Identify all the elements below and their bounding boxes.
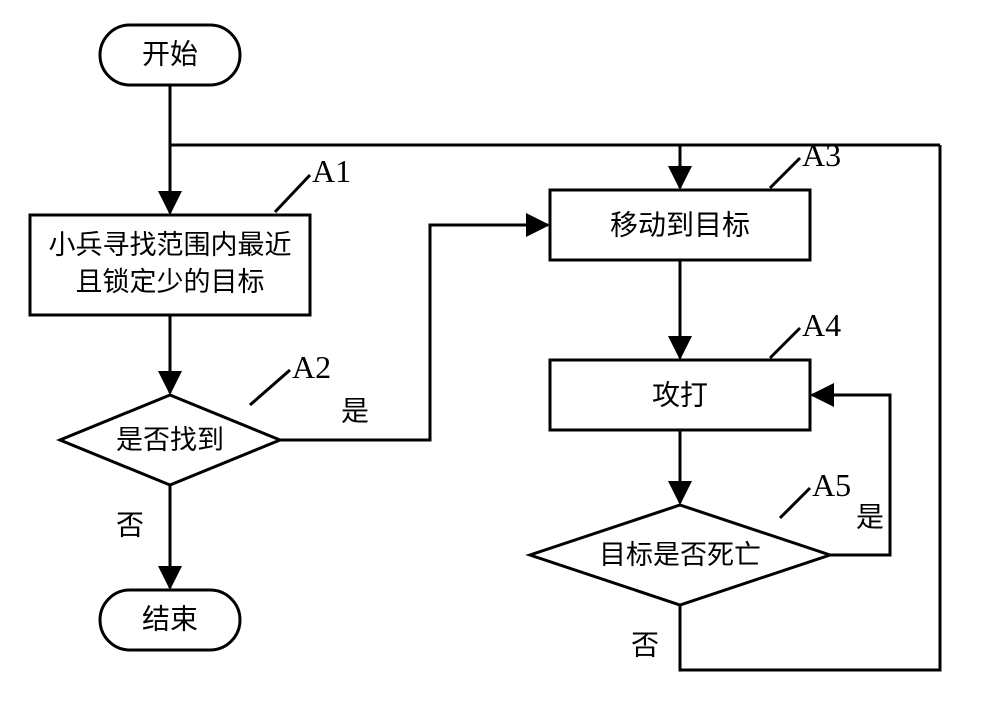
flowchart-canvas: 否 是 是 否 开始 — [0, 0, 1000, 717]
node-a2: 是否找到 — [60, 395, 280, 485]
node-a1: 小兵寻找范围内最近 且锁定少的目标 — [30, 215, 310, 315]
tag-a3: A3 — [802, 137, 841, 173]
node-start: 开始 — [100, 25, 240, 85]
node-a4-text: 攻打 — [652, 379, 708, 411]
tag-a5: A5 — [812, 467, 851, 503]
nodes-layer: 开始 小兵寻找范围内最近 且锁定少的目标 A1 是否找到 A2 结束 移动到目标… — [30, 25, 851, 650]
label-a2-yes: 是 — [341, 396, 369, 427]
node-start-text: 开始 — [142, 38, 198, 70]
tag-leader-a5 — [780, 488, 810, 518]
tag-a4: A4 — [802, 307, 841, 343]
node-a5-text: 目标是否死亡 — [599, 540, 761, 570]
node-a2-text: 是否找到 — [116, 425, 224, 455]
node-end: 结束 — [100, 590, 240, 650]
tag-a2: A2 — [292, 349, 331, 385]
node-a4: 攻打 — [550, 360, 810, 430]
node-a5: 目标是否死亡 — [530, 505, 830, 605]
label-a2-no: 否 — [116, 510, 144, 541]
node-a1-text2: 且锁定少的目标 — [76, 267, 265, 297]
tag-leader-a3 — [770, 158, 800, 188]
label-a5-yes: 是 — [856, 502, 884, 533]
node-a3-text: 移动到目标 — [610, 209, 750, 241]
tag-leader-a1 — [275, 175, 310, 212]
edge-a2-a3 — [280, 225, 548, 440]
tag-leader-a2 — [250, 370, 290, 405]
tag-a1: A1 — [312, 153, 351, 189]
node-end-text: 结束 — [142, 603, 198, 635]
label-a5-no: 否 — [631, 630, 659, 661]
node-a1-text1: 小兵寻找范围内最近 — [49, 230, 292, 260]
node-a3: 移动到目标 — [550, 190, 810, 260]
tag-leader-a4 — [770, 328, 800, 358]
